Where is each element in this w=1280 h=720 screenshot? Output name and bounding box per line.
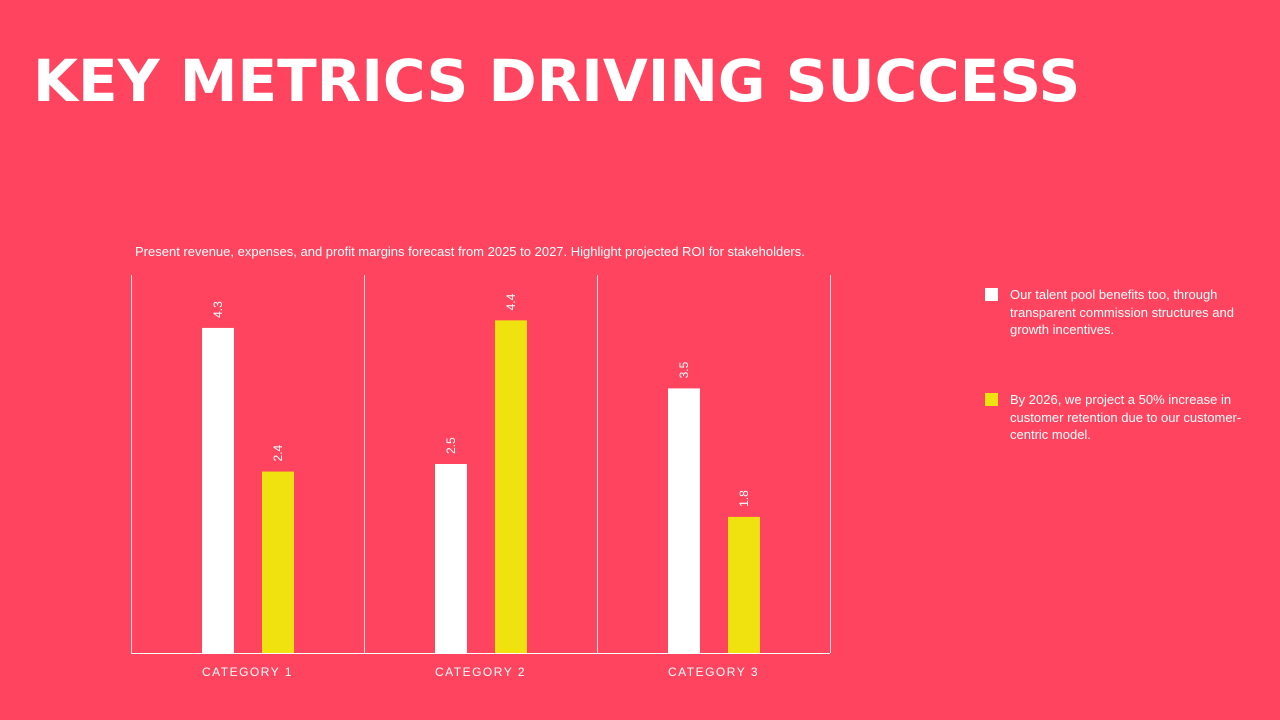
bar-2-2 <box>495 320 527 653</box>
legend-label: By 2026, we project a 50% increase in cu… <box>1010 392 1242 442</box>
bar-1-1 <box>202 327 234 653</box>
legend-label: Our talent pool benefits too, through tr… <box>1010 287 1234 337</box>
x-tick-label: CATEGORY 1 <box>202 665 293 679</box>
bar-1-2 <box>435 464 467 653</box>
data-label: 4.3 <box>211 301 225 318</box>
bar-2-3 <box>728 516 760 653</box>
data-label: 2.4 <box>271 445 285 462</box>
bar-1-3 <box>668 388 700 653</box>
bar-2-1 <box>262 471 294 653</box>
data-label: 3.5 <box>677 361 691 378</box>
chart-title: Present revenue, expenses, and profit ma… <box>135 244 805 259</box>
x-tick-label: CATEGORY 3 <box>668 665 759 679</box>
data-label: 1.8 <box>737 490 751 507</box>
legend-swatch-white <box>985 288 998 301</box>
data-label: 2.5 <box>444 437 458 454</box>
slide-title: KEY METRICS DRIVING SUCCESS <box>33 47 1081 115</box>
x-tick-label: CATEGORY 2 <box>435 665 526 679</box>
data-label: 4.4 <box>504 293 518 310</box>
legend-swatch-yellow <box>985 393 998 406</box>
